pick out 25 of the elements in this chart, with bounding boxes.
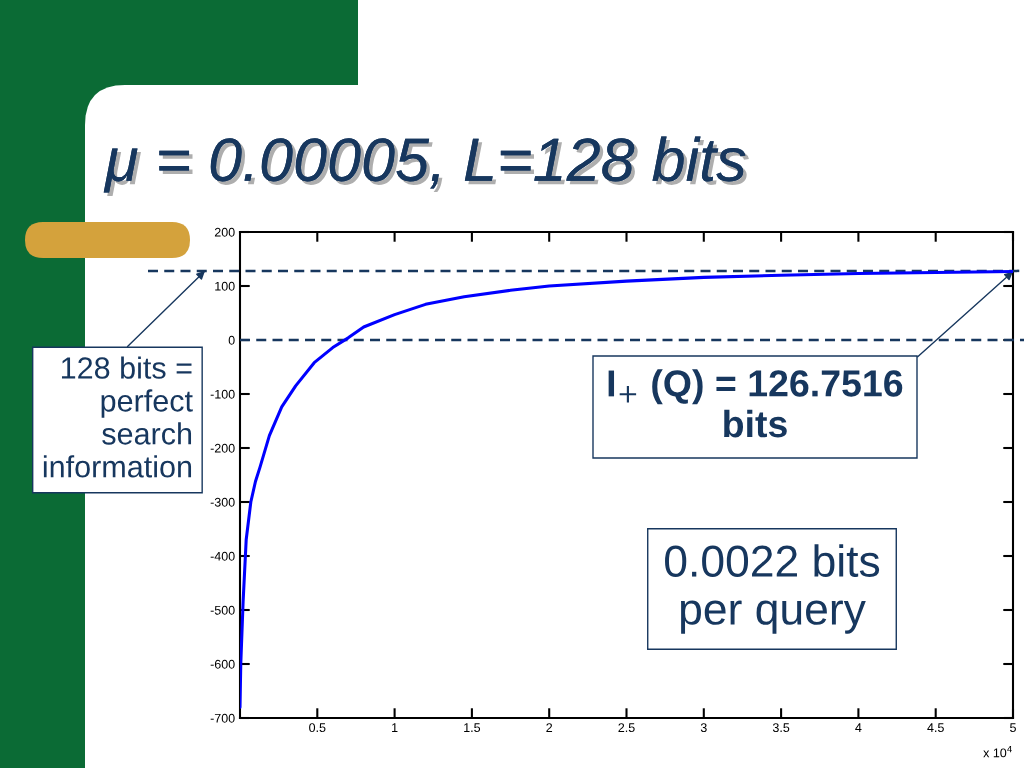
x-tick-label: 4.5 [927,723,944,733]
text: x 10$^{4}$ [983,745,1012,758]
x-tick-label: 5 [1010,723,1016,733]
x-tick-label: 3 [700,723,707,733]
y-tick-label: -400 [210,551,235,561]
chart-title: μ = 0.00005, L=128 bits [103,136,749,196]
x-tick-label: 2.5 [618,723,635,733]
y-tick-label: 100 [215,281,235,291]
x-tick-label: 4 [855,723,862,732]
ref-line-label: 128 bits = perfect search information [43,356,193,478]
annotation: 0.0022 bits per query [665,544,880,634]
x-tick-label: 1.5 [464,723,481,733]
y-tick-label: 200 [214,227,235,237]
y-tick-label: -200 [210,443,235,453]
annotation: I$_{+}$ (Q) = 126.7516 bits [608,369,903,438]
y-tick-label: -500 [210,605,235,615]
y-tick-label: 0 [228,335,235,345]
y-tick-label: -700 [210,713,235,723]
y-tick-label: -600 [210,659,235,669]
x-tick-label: 1 [392,723,398,732]
x-tick-label: 0.5 [309,723,326,733]
y-tick-label: -300 [210,497,235,507]
x-tick-label: 2 [546,723,553,732]
x-tick-label: 3.5 [772,723,790,733]
y-tick-label: -100 [210,389,235,399]
